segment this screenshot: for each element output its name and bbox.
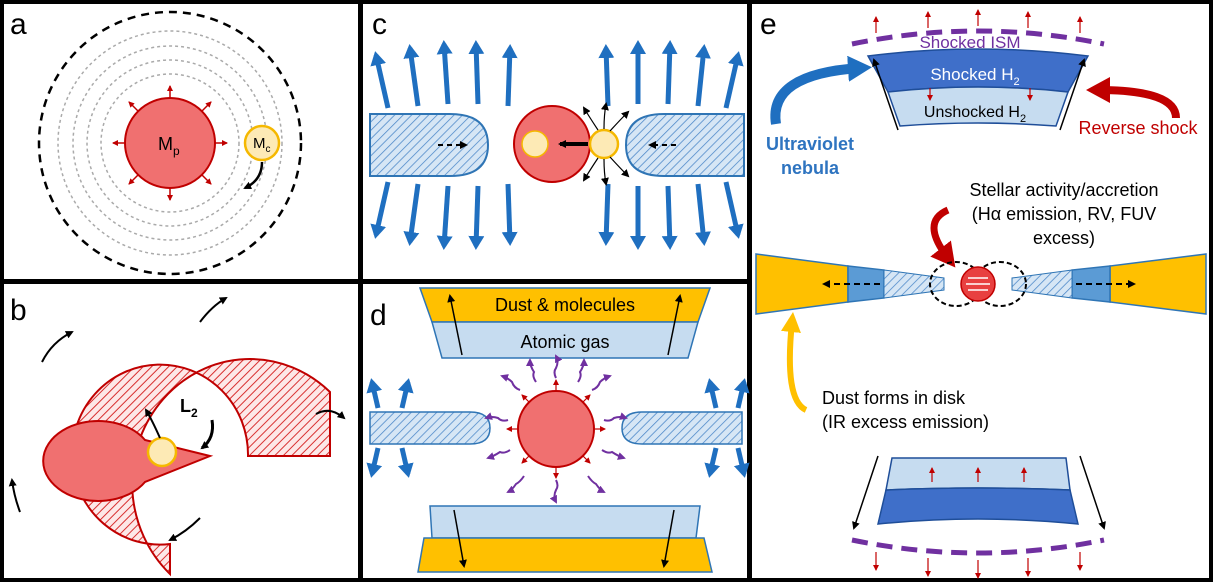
inspiral-arrow [243,161,264,190]
panel-label-d: d [370,299,387,332]
dust-disk-line-1: Dust forms in disk [822,388,966,408]
shell-arrow-left-bottom [852,455,879,530]
uv-nebula-label-2: nebula [781,158,840,178]
disk-inner-left [883,269,945,299]
spiral-arrow-1 [41,331,74,363]
left-disk-lobe [369,113,490,177]
spiral-outflow-arm [71,358,331,577]
unshocked-h2-label: Unshocked H2 [924,104,1026,125]
ism-arrows-top [873,9,1083,33]
panel-c-content: c [369,8,745,250]
panel-b-content: b L2 [8,294,346,577]
l2-flow-arrow [200,419,214,450]
stellar-activity-arrow [930,206,956,268]
panel-a-content: a Mp Mc [10,8,303,276]
panel-label-c: c [372,8,387,41]
atomic-gas-label: Atomic gas [520,332,609,352]
dust-disk-line-2: (IR excess emission) [822,412,989,432]
spiral-orbit-4 [100,73,240,213]
bottom-layer-arrow-left [453,509,467,568]
panel-label-b: b [10,294,27,327]
spiral-arrow-5 [168,517,201,541]
companion-label: Mc [253,135,271,155]
shocked-ism-arc-top [851,28,1105,47]
roche-lobe-teardrop [42,420,214,502]
plunging-companion [588,128,620,160]
disk-inner-right [1011,269,1073,299]
dust-disk-arrow [781,312,808,413]
bipolar-outflow-arrows [370,40,744,250]
top-layer-arrow-right [667,294,683,356]
stellar-activity-line-1: Stellar activity/accretion [969,180,1158,200]
atomic-gas-layer-top [431,321,699,359]
primary-label: Mp [158,134,180,158]
dust-molecules-label: Dust & molecules [495,295,635,315]
spiral-orbit-1 [57,30,283,256]
right-disk-lobe [624,113,745,177]
primary-star [124,97,216,189]
lower-shell-arrows [929,467,1027,482]
primary-expansion-arrows [112,85,228,201]
outer-dashed-orbit [37,10,303,276]
ism-arrows-bottom [873,552,1083,579]
lower-shocked-layer [877,487,1079,525]
uv-nebula-arrow [770,55,872,125]
stellar-activity-line-2: (Hα emission, RV, FUV [972,204,1156,224]
polar-outflow-arrows-d [366,378,750,478]
spiral-arrow-2 [199,297,228,323]
top-layer-arrow-left [447,294,463,356]
reverse-shock-arrow [1086,77,1180,119]
right-disk-d [621,411,743,445]
starspot-marks [966,277,990,291]
shell-arrow-left-top [872,58,899,131]
merger-remnant-star [517,390,595,468]
atomic-gas-layer-bottom [429,505,701,539]
companion-star [243,124,281,162]
spiral-arrow-4 [8,478,21,513]
panel-label-e: e [760,8,777,41]
shell-arrow-right-bottom [1079,455,1106,530]
ejecta-arrows [582,102,630,186]
accretor-star [146,436,178,468]
spiral-arrow-3 [315,409,346,420]
photon-wavy-arrows [484,354,628,504]
dust-layer-bottom [417,537,713,573]
panel-e-content: e Shocked ISM Shocked H2 Unshocked H2 Ul… [755,8,1207,579]
l2-label: L2 [180,396,198,420]
shocked-h2-arrows [927,88,1033,101]
companion-core [521,130,549,158]
star-d-rays [506,379,606,479]
uv-nebula-label-1: Ultraviolet [766,134,854,154]
left-disk-d [369,411,491,445]
shocked-h2-label: Shocked H2 [930,65,1019,88]
stellar-activity-line-3: excess) [1033,228,1095,248]
shocked-ism-label: Shocked ISM [919,33,1020,52]
shocked-ism-arc-bottom [851,537,1105,556]
panel-label-a: a [10,8,27,41]
reverse-shock-label: Reverse shock [1078,118,1198,138]
shell-arrow-right-top [1059,58,1086,131]
orbit-arrow [144,408,161,439]
unshocked-h2-layer [886,86,1070,127]
panel-d-content: d Dust & molecules Atomic gas [366,287,750,573]
bottom-layer-arrow-right [661,509,675,568]
